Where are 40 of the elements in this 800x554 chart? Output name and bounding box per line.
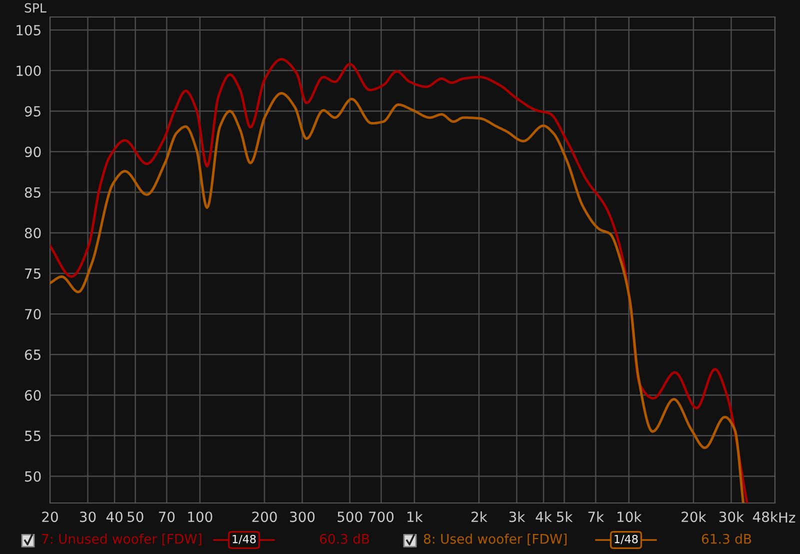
text: 61.3 dB: [702, 534, 752, 544]
x-tick-label: 4k: [536, 511, 552, 522]
x-tick-label: 48k: [752, 511, 778, 522]
y-tick-label: 75: [25, 268, 40, 279]
x-tick-label: 70: [158, 512, 175, 522]
x-tick-label: 30: [80, 512, 96, 522]
y-tick-label: 65: [24, 349, 40, 360]
y-axis-title: SPL: [24, 3, 46, 13]
x-tick-label: 7k: [588, 511, 604, 522]
x-tick-label: 100: [188, 512, 212, 522]
y-tick-label: 85: [24, 187, 40, 198]
text: 1/48: [614, 534, 638, 544]
y-tick-label: 105: [16, 24, 40, 36]
y-tick-label: 50: [25, 471, 41, 482]
x-tick-label: 40: [106, 512, 122, 522]
text: 1/48: [232, 534, 256, 544]
y-tick-label: 100: [16, 66, 41, 76]
x-tick-label: 2k: [472, 511, 488, 522]
x-tick-label: 3k: [509, 511, 526, 522]
y-tick-label: 90: [24, 146, 41, 158]
y-tick-label: 60: [24, 390, 41, 401]
x-tick-label: 200: [252, 512, 277, 522]
y-tick-label: 70: [25, 308, 41, 320]
x-tick-label: 30k: [719, 511, 744, 522]
x-tick-label: 10k: [618, 511, 642, 522]
x-tick-label: 20k: [682, 511, 706, 522]
text: 60.3 dB: [320, 534, 370, 544]
x-tick-label: 50: [128, 512, 144, 522]
text: 8: Used woofer [FDW]: [424, 534, 567, 546]
y-tick-label: 55: [25, 430, 40, 442]
x-tick-label: 300: [290, 512, 315, 522]
x-tick-label: 500: [338, 512, 362, 522]
x-tick-label: 1k: [407, 511, 423, 522]
x-tick-label: 700: [369, 512, 394, 522]
x-axis-title: Hz: [779, 512, 796, 522]
x-tick-label: 20: [42, 512, 58, 522]
x-tick-label: 5k: [556, 511, 573, 522]
y-tick-label: 95: [24, 106, 40, 117]
y-tick-label: 80: [24, 228, 41, 238]
text: 7: Unused woofer [FDW]: [42, 534, 202, 546]
